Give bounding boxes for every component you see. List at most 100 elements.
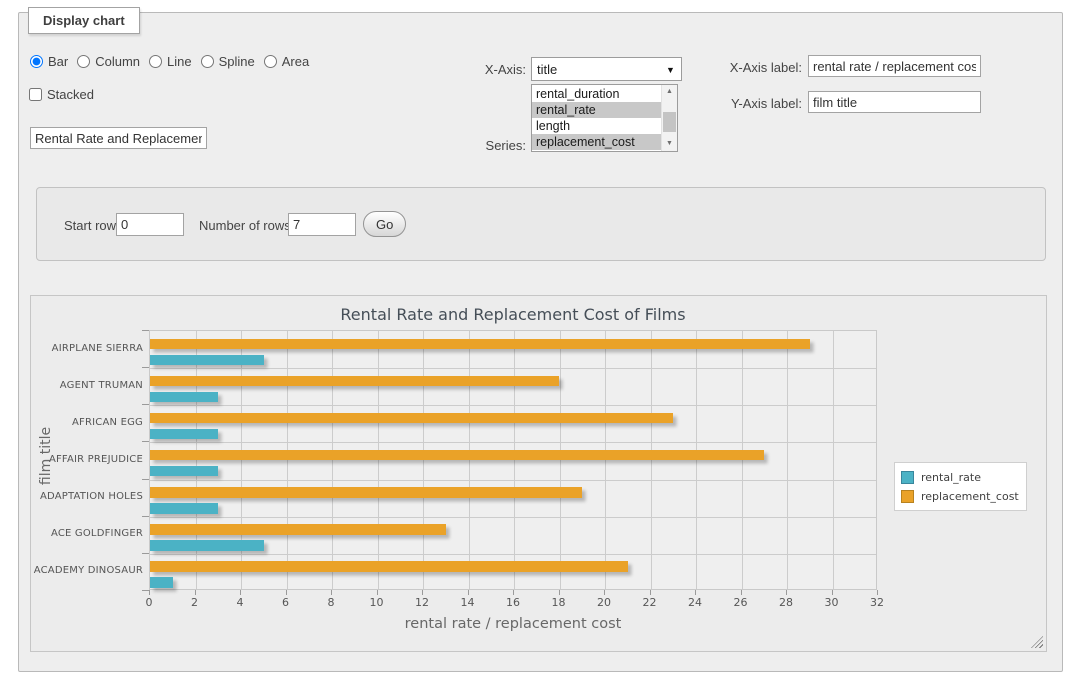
series-option[interactable]: rental_duration	[536, 87, 620, 101]
bar-rental_rate	[150, 465, 219, 477]
chart-title-input[interactable]	[30, 127, 207, 149]
resize-handle-icon[interactable]	[1031, 636, 1043, 648]
x-tick-mark	[786, 590, 787, 595]
number-of-rows-label: Number of rows:	[199, 218, 295, 233]
category-label: ACADEMY DINOSAUR	[33, 565, 143, 577]
series-multiselect[interactable]: rental_duration rental_rate length replacem…	[531, 84, 678, 152]
x-axis-label-input[interactable]	[808, 55, 981, 77]
chart-type-radio-bar[interactable]	[30, 55, 43, 68]
bar-rental_rate	[150, 577, 173, 588]
y-axis-label-label: Y-Axis label:	[730, 96, 802, 111]
x-tick-mark	[149, 590, 150, 595]
x-tick-label: 20	[597, 596, 611, 609]
go-button[interactable]: Go	[363, 211, 407, 237]
x-tick-mark	[604, 590, 605, 595]
x-tick-label: 8	[327, 596, 335, 609]
x-tick-mark	[558, 590, 560, 595]
bar-replacement_cost	[150, 487, 583, 498]
stacked-checkbox[interactable]	[29, 88, 42, 101]
x-axis-label-label: X-Axis label:	[729, 60, 802, 75]
chart-type-option-bar[interactable]: Bar	[30, 54, 68, 69]
gridline	[150, 368, 876, 370]
rows-fieldset	[36, 187, 1046, 261]
chart-type-label: Bar	[48, 54, 69, 69]
x-tick-mark	[649, 590, 651, 595]
legend-label: rental_rate	[921, 471, 981, 484]
chart-title: Rental Rate and Replacement Cost of Film…	[340, 305, 686, 324]
x-axis-title: rental rate / replacement cost	[404, 616, 622, 632]
x-tick-mark	[467, 590, 469, 595]
x-tick-label: 16	[506, 596, 520, 609]
x-tick-label: 32	[870, 596, 884, 609]
chart-type-radio-spline[interactable]	[200, 55, 214, 68]
x-tick-label: 12	[415, 596, 429, 609]
start-row-label: Start row:	[64, 218, 120, 233]
x-tick-label: 6	[282, 596, 289, 609]
scroll-up-icon[interactable]: ▲	[666, 88, 673, 95]
chart-type-option-spline[interactable]: Spline	[200, 54, 255, 69]
series-option[interactable]: length	[536, 119, 571, 133]
fieldset-legend: Display chart	[28, 7, 140, 34]
x-tick-label: 28	[779, 596, 793, 609]
x-tick-label: 0	[145, 596, 153, 609]
chart-type-radio-area[interactable]	[263, 55, 277, 68]
x-axis-select[interactable]: title	[531, 57, 682, 81]
x-tick-mark	[422, 590, 423, 595]
stacked-label: Stacked	[47, 87, 94, 102]
chart-legend: rental_rate replacement_cost	[894, 462, 1027, 511]
legend-swatch	[901, 471, 914, 484]
bar-rental_rate	[150, 391, 219, 403]
chart-type-option-line[interactable]: Line	[149, 54, 192, 69]
scrollbar-thumb[interactable]	[663, 112, 676, 132]
bar-replacement_cost	[150, 375, 560, 387]
y-tick-mark	[142, 367, 149, 369]
chart-type-label: Spline	[218, 54, 255, 69]
series-option[interactable]: rental_rate	[532, 102, 661, 118]
x-tick-mark	[740, 590, 742, 595]
x-tick-mark	[695, 590, 696, 595]
chart-type-label: Area	[281, 54, 310, 69]
x-axis-select-label: X-Axis:	[484, 62, 526, 77]
gridline	[150, 553, 876, 555]
x-tick-label: 2	[191, 596, 198, 609]
chart-plot-area	[149, 330, 877, 590]
series-option[interactable]: replacement_cost	[532, 134, 661, 150]
x-tick-mark	[376, 590, 378, 595]
bar-replacement_cost	[150, 412, 674, 424]
x-tick-label: 14	[460, 596, 475, 609]
chart-type-option-area[interactable]: Area	[263, 54, 310, 69]
x-tick-mark	[831, 590, 833, 595]
legend-item: replacement_cost	[901, 487, 1019, 506]
scroll-down-icon[interactable]: ▼	[666, 140, 673, 147]
y-tick-mark	[142, 552, 149, 554]
x-tick-mark	[194, 590, 196, 595]
chart-type-label: Column	[95, 54, 141, 69]
chart-type-radio-column[interactable]	[77, 55, 91, 68]
x-tick-mark	[331, 590, 332, 595]
x-tick-mark	[240, 590, 241, 595]
number-of-rows-input[interactable]	[288, 213, 356, 236]
gridline	[150, 405, 876, 407]
series-scrollbar[interactable]: ▲ ▼	[661, 85, 677, 151]
gridline	[150, 516, 876, 518]
y-axis-label-input[interactable]	[808, 91, 981, 113]
x-tick-mark	[285, 590, 287, 595]
y-tick-mark	[142, 404, 149, 406]
bar-rental_rate	[150, 354, 264, 365]
category-label: AGENT TRUMAN	[59, 379, 143, 391]
chart-type-radio-line[interactable]	[149, 55, 163, 68]
stacked-option[interactable]: Stacked	[29, 87, 94, 102]
chart-type-option-column[interactable]: Column	[77, 54, 140, 69]
start-row-input[interactable]	[116, 213, 184, 236]
bar-replacement_cost	[150, 524, 446, 535]
x-tick-label: 4	[236, 596, 244, 609]
bar-replacement_cost	[150, 449, 765, 461]
x-tick-label: 10	[369, 596, 384, 609]
legend-item: rental_rate	[901, 468, 1019, 487]
y-tick-mark	[142, 590, 149, 591]
x-tick-label: 24	[688, 596, 702, 609]
legend-label: replacement_cost	[921, 490, 1019, 503]
category-label: ACE GOLDFINGER	[50, 528, 143, 540]
chart-container: Rental Rate and Replacement Cost of Film…	[30, 295, 1047, 652]
